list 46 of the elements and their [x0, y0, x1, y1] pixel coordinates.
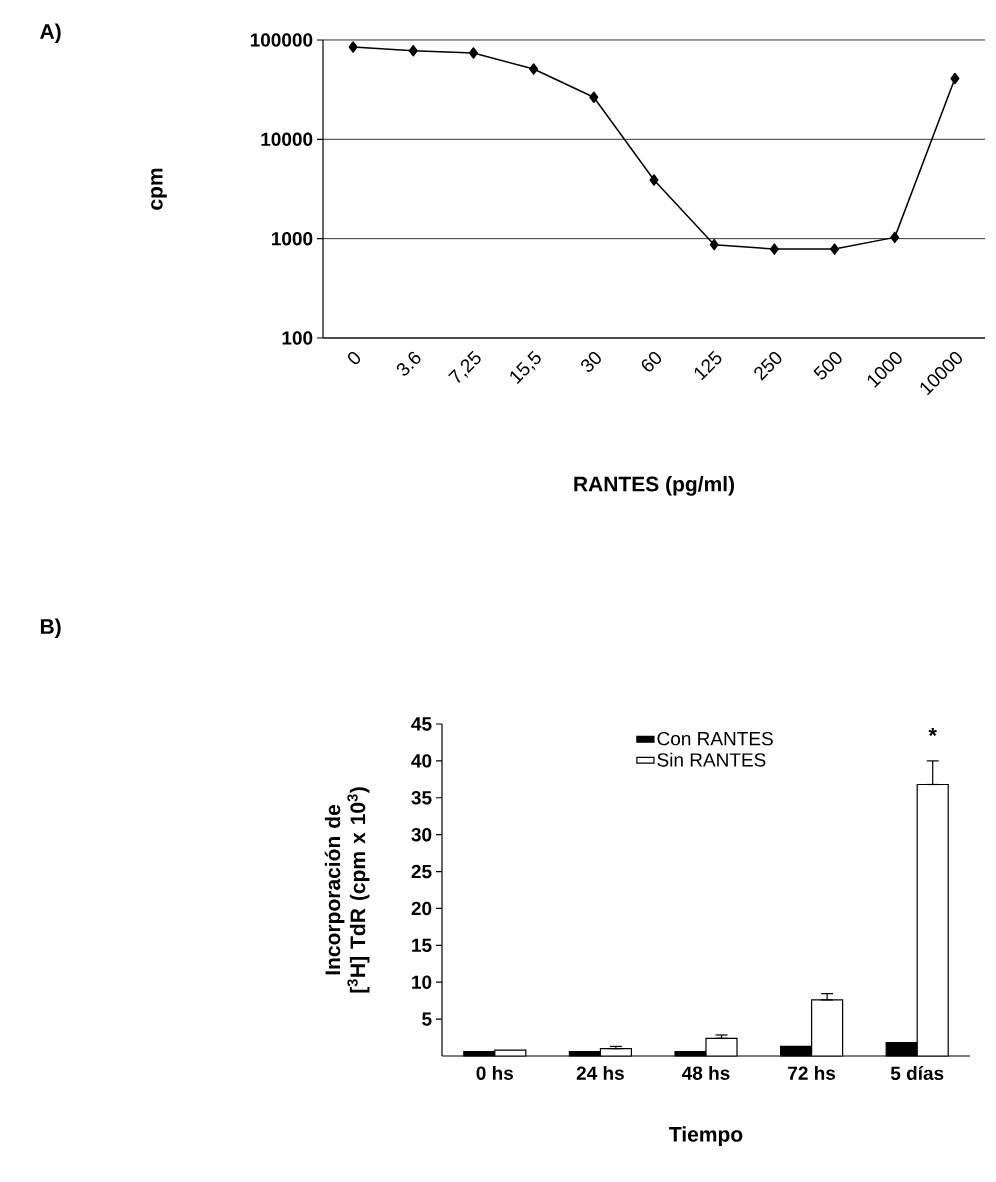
y-tick-label: 100000: [250, 33, 313, 47]
legend-label: Con RANTES: [657, 731, 773, 746]
y-axis-title: Incorporación de [$^{3}$H] TdR (cpm x 10$^{3}$): [324, 787, 370, 993]
x-tick-label: 24 hs: [576, 1065, 624, 1080]
legend-label: Sin RANTES: [657, 752, 766, 767]
x-tick-label: 60: [641, 351, 662, 372]
y-tick-label: 35: [411, 791, 432, 805]
y-tick-label: 10: [412, 975, 432, 989]
y-tick-label: 40: [411, 754, 432, 768]
x-tick-label: 3.6: [396, 351, 421, 376]
point: [950, 72, 960, 85]
y-tick-label: 25: [411, 864, 432, 879]
point: [408, 44, 418, 57]
point: [468, 47, 478, 59]
x-tick-label: 5 días: [890, 1065, 944, 1081]
point: [830, 243, 840, 255]
y-tick-label: 30: [411, 827, 432, 842]
y-axis-title: cpm: [151, 168, 167, 210]
x-tick-label: 250: [754, 351, 782, 381]
y-tick-label: 100: [282, 331, 313, 345]
y-tick-label: 10000: [261, 132, 313, 147]
y-tick-label: 1000: [271, 231, 313, 246]
x-tick-label: 72 hs: [788, 1065, 836, 1080]
point: [348, 41, 358, 53]
x-tick-label: 48 hs: [682, 1065, 730, 1080]
y-tick-label: 45: [411, 717, 432, 731]
x-axis-title: RANTES (pg/ml): [574, 476, 735, 496]
x-tick-label: 125: [694, 350, 722, 381]
x-tick-label: 0: [348, 351, 361, 365]
point: [589, 91, 599, 104]
point: [529, 63, 539, 75]
text: A): [40, 23, 61, 44]
point: [769, 243, 779, 255]
annotation: *: [928, 727, 937, 737]
point: [890, 231, 900, 244]
y-tick-label: 15: [412, 938, 432, 952]
point: [649, 174, 659, 186]
text: B): [40, 618, 61, 639]
x-tick-label: 500: [813, 351, 842, 380]
y-tick-label: 5: [422, 1012, 432, 1026]
x-tick-label: 7,25: [448, 350, 481, 383]
point: [709, 238, 719, 251]
x-axis-title: Tiempo: [669, 1126, 743, 1146]
x-tick-label: 30: [581, 351, 601, 372]
x-tick-label: 0 hs: [476, 1065, 514, 1080]
y-tick-label: 20: [411, 901, 432, 916]
